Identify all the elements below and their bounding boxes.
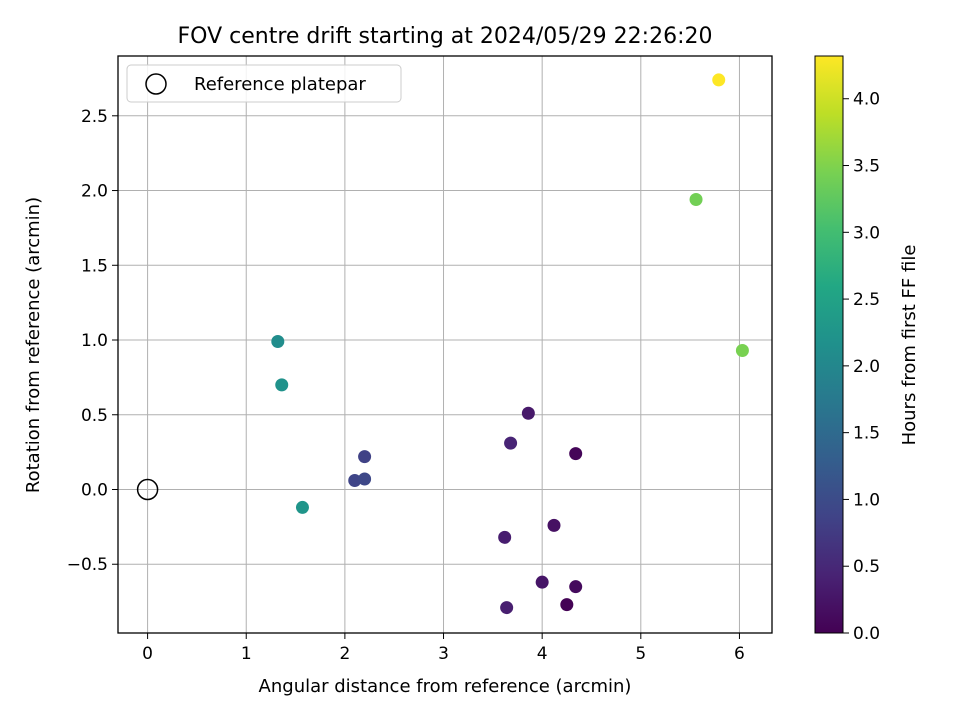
legend-entry-label: Reference platepar: [194, 74, 366, 95]
y-tick-label: −0.5: [67, 555, 108, 575]
y-tick-label: 1.5: [81, 256, 108, 276]
data-point: [535, 575, 549, 589]
data-point: [712, 73, 726, 87]
data-point: [348, 474, 362, 488]
data-point: [275, 378, 289, 392]
colorbar-tick-label: 4.0: [853, 90, 880, 110]
x-axis-label: Angular distance from reference (arcmin): [259, 676, 632, 697]
data-point: [560, 598, 574, 612]
data-point: [295, 500, 309, 514]
data-point: [569, 580, 583, 594]
colorbar-ticks: 0.0 0.5 1.0 1.5 2.0 2.5 3.0 3.5 4.0: [843, 90, 880, 644]
data-point: [271, 335, 285, 349]
data-point: [547, 518, 561, 532]
colorbar-label: Hours from first FF file: [899, 245, 920, 446]
reference-point: [136, 478, 159, 501]
data-points: [136, 73, 749, 615]
grid-lines: [118, 56, 772, 633]
plot-frame: [117, 55, 773, 634]
colorbar-tick-label: 1.0: [853, 490, 880, 510]
data-point: [358, 472, 372, 486]
y-tick-label: 0.0: [81, 480, 108, 500]
legend: Reference platepar: [126, 64, 402, 103]
y-tick-label: 1.0: [81, 331, 108, 351]
colorbar-gradient: [814, 55, 844, 634]
data-point: [521, 406, 535, 420]
data-point: [689, 193, 703, 207]
x-axis-ticks: 0 1 2 3 4 5 6: [142, 633, 745, 664]
x-tick-label: 2: [339, 644, 350, 664]
colorbar-tick-label: 3.5: [853, 157, 880, 177]
x-tick-label: 1: [241, 644, 252, 664]
x-tick-label: 3: [438, 644, 449, 664]
legend-marker-hollow-circle: [145, 73, 167, 95]
colorbar-tick-label: 0.5: [853, 557, 880, 577]
x-tick-label: 6: [734, 644, 745, 664]
colorbar: 0.0 0.5 1.0 1.5 2.0 2.5 3.0 3.5 4.0 Hours from f…: [814, 55, 920, 644]
y-tick-label: 2.5: [81, 107, 108, 127]
data-point: [735, 343, 749, 357]
x-tick-label: 0: [142, 644, 153, 664]
data-point: [569, 447, 583, 461]
colorbar-tick-label: 2.0: [853, 357, 880, 377]
colorbar-tick-label: 3.0: [853, 223, 880, 243]
y-axis-ticks: −0.5 0.0 0.5 1.0 1.5 2.0 2.5: [67, 107, 118, 575]
y-tick-label: 2.0: [81, 182, 108, 202]
colorbar-tick-label: 2.5: [853, 290, 880, 310]
data-point: [498, 530, 512, 544]
y-axis-label: Rotation from reference (arcmin): [23, 197, 44, 493]
legend-box: [126, 64, 402, 103]
data-point: [504, 436, 518, 450]
x-tick-label: 4: [537, 644, 548, 664]
colorbar-tick-label: 0.0: [853, 624, 880, 644]
data-point: [500, 601, 514, 615]
colorbar-tick-label: 1.5: [853, 424, 880, 444]
data-point: [358, 450, 372, 464]
chart-title: FOV centre drift starting at 2024/05/29 …: [178, 24, 713, 49]
x-tick-label: 5: [635, 644, 646, 664]
y-tick-label: 0.5: [81, 406, 108, 426]
